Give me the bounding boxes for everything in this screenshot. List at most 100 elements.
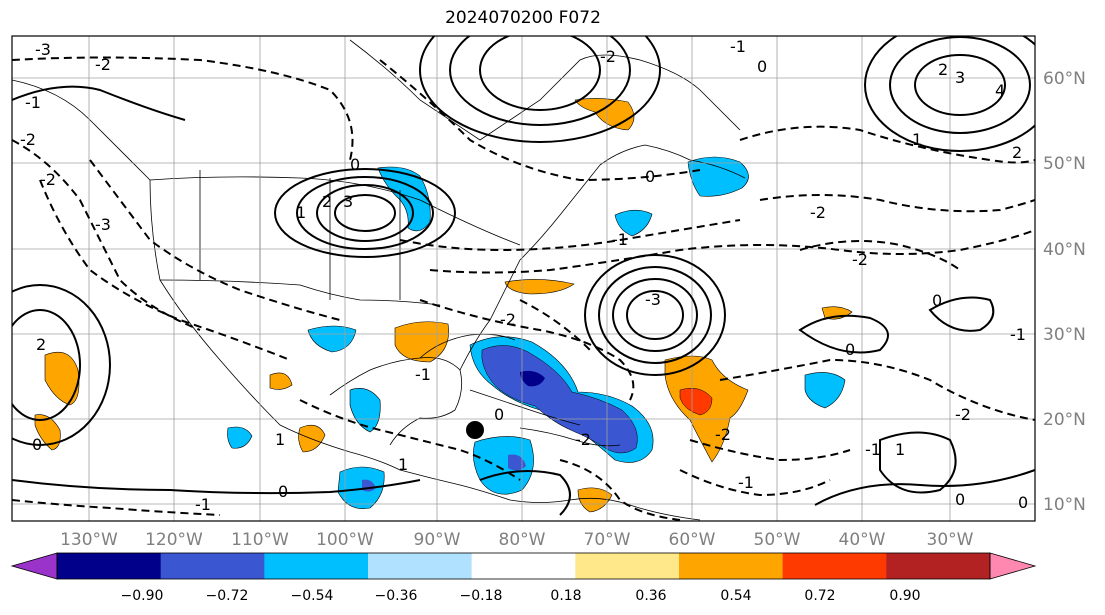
contour-label: -2 bbox=[575, 430, 591, 449]
contour-label: -2 bbox=[715, 425, 731, 444]
negative-anomaly-region bbox=[508, 454, 526, 471]
contour-label: -2 bbox=[810, 203, 826, 222]
contour-label: 2 bbox=[322, 192, 332, 211]
contour-label: -2 bbox=[955, 405, 971, 424]
contour-label: 1 bbox=[296, 203, 306, 222]
longitude-label: 60°W bbox=[669, 530, 716, 550]
contour-label: -2 bbox=[852, 250, 868, 269]
latitude-axis: 60°N 50°N 40°N 30°N 20°N 10°N bbox=[1043, 69, 1086, 515]
contour-label: -3 bbox=[95, 215, 111, 234]
contour-label: 0 bbox=[494, 405, 504, 424]
map-title: 2024070200 F072 bbox=[445, 8, 601, 28]
positive-anomaly-region bbox=[504, 279, 575, 295]
colorbar-bin bbox=[679, 553, 784, 579]
contour-label: 3 bbox=[955, 68, 965, 87]
colorbar-low-extension bbox=[10, 552, 58, 580]
positive-contours bbox=[12, 36, 1035, 516]
latitude-label: 10°N bbox=[1043, 495, 1086, 515]
latitude-label: 20°N bbox=[1043, 410, 1086, 430]
colorbar-bin bbox=[886, 553, 991, 579]
coastlines-and-borders bbox=[12, 39, 746, 521]
colorbar-tick-label: −0.72 bbox=[206, 588, 249, 604]
longitude-axis: 130°W 120°W 110°W 100°W 90°W 80°W 70°W 6… bbox=[60, 530, 974, 550]
contour-label: 0 bbox=[350, 155, 360, 174]
latitude-label: 30°N bbox=[1043, 325, 1086, 345]
strong-positive-anomaly bbox=[679, 388, 713, 416]
contour-label: 2 bbox=[1012, 143, 1022, 162]
map-frame bbox=[11, 35, 1036, 522]
negative-anomaly-region bbox=[687, 156, 749, 197]
contour-label: -1 bbox=[195, 495, 211, 514]
longitude-label: 80°W bbox=[499, 530, 546, 550]
contour-label: -3 bbox=[35, 40, 51, 59]
longitude-label: 30°W bbox=[927, 530, 974, 550]
colorbar-tick-label: 0.90 bbox=[889, 588, 920, 604]
latitude-label: 50°N bbox=[1043, 154, 1086, 174]
colorbar-high-extension bbox=[989, 552, 1037, 580]
latitude-label: 60°N bbox=[1043, 69, 1086, 89]
contour-label: 1 bbox=[398, 455, 408, 474]
longitude-label: 120°W bbox=[145, 530, 203, 550]
contour-label: 3 bbox=[343, 192, 353, 211]
contour-label: -2 bbox=[20, 130, 36, 149]
contour-label: 1 bbox=[895, 440, 905, 459]
negative-anomaly-region bbox=[614, 209, 653, 237]
contour-label: -2 bbox=[500, 310, 516, 329]
contour-label: 0 bbox=[845, 340, 855, 359]
contour-label: 0 bbox=[955, 490, 965, 509]
colorbar-frame bbox=[56, 552, 991, 580]
contour-label: -1 bbox=[1010, 325, 1026, 344]
colorbar-bin bbox=[575, 553, 680, 579]
positive-anomaly-region bbox=[269, 372, 293, 390]
colorbar-bin bbox=[160, 553, 265, 579]
contour-label: -1 bbox=[612, 230, 628, 249]
contour-label: 0 bbox=[645, 167, 655, 186]
colorbar-bin bbox=[471, 553, 576, 579]
longitude-label: 110°W bbox=[231, 530, 289, 550]
contour-label: -1 bbox=[865, 440, 881, 459]
contour-label: 0 bbox=[32, 435, 42, 454]
contour-label: -2 bbox=[95, 55, 111, 74]
contour-label: -1 bbox=[415, 365, 431, 384]
contour-label: 2 bbox=[36, 335, 46, 354]
colorbar-bin bbox=[368, 553, 473, 579]
contour-label: 0 bbox=[1018, 493, 1028, 512]
colorbar-tick-label: −0.90 bbox=[121, 588, 164, 604]
contour-label: -1 bbox=[25, 93, 41, 112]
contour-label: -2 bbox=[600, 47, 616, 66]
map-plot: 3 2 1 0 0 -1 -2 -2 -3 -3 -3 -2 -1 0 1 2 … bbox=[12, 36, 1035, 521]
negative-anomaly-region bbox=[227, 426, 253, 449]
colorbar-tick-label: −0.36 bbox=[375, 588, 418, 604]
contour-label: 4 bbox=[995, 81, 1005, 100]
positive-anomaly-region bbox=[577, 487, 613, 513]
contour-label: 1 bbox=[912, 130, 922, 149]
location-marker bbox=[466, 421, 484, 439]
positive-anomaly-region bbox=[394, 321, 449, 363]
longitude-label: 40°W bbox=[839, 530, 886, 550]
colorbar-tick-label: −0.18 bbox=[460, 588, 503, 604]
colorbar-bin bbox=[782, 553, 887, 579]
contour-label: -1 bbox=[730, 37, 746, 56]
contour-labels: 3 2 1 0 0 -1 -2 -2 -3 -3 -3 -2 -1 0 1 2 … bbox=[20, 37, 1028, 514]
colorbar-tick-label: 0.36 bbox=[635, 588, 666, 604]
contour-label: 2 bbox=[938, 60, 948, 79]
colorbar-tick-labels: −0.90 −0.72 −0.54 −0.36 −0.18 0.18 0.36 … bbox=[121, 588, 921, 604]
longitude-label: 90°W bbox=[414, 530, 461, 550]
longitude-label: 50°W bbox=[754, 530, 801, 550]
positive-anomaly-region bbox=[44, 351, 80, 406]
longitude-label: 100°W bbox=[316, 530, 374, 550]
colorbar-tick-label: 0.54 bbox=[720, 588, 751, 604]
contour-label: 1 bbox=[275, 430, 285, 449]
negative-anomaly-region bbox=[804, 372, 846, 409]
colorbar-tick-label: 0.72 bbox=[804, 588, 835, 604]
colorbar-bin bbox=[264, 553, 369, 579]
contour-label: 0 bbox=[932, 291, 942, 310]
negative-anomaly-region bbox=[307, 325, 357, 353]
colorbar-tick-label: 0.18 bbox=[550, 588, 581, 604]
colorbar-tick-label: −0.54 bbox=[291, 588, 334, 604]
longitude-label: 70°W bbox=[584, 530, 631, 550]
contour-label: 0 bbox=[757, 57, 767, 76]
negative-contours bbox=[12, 56, 1035, 521]
colorbar-bin bbox=[57, 553, 162, 579]
